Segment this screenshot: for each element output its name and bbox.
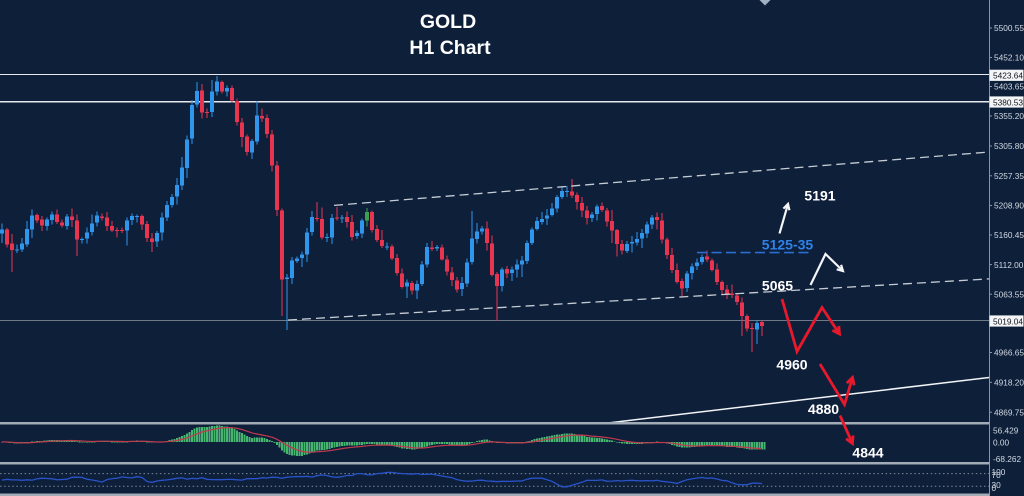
- svg-text:5403.65: 5403.65: [994, 82, 1024, 92]
- svg-text:5125-35: 5125-35: [762, 237, 814, 253]
- svg-text:4844: 4844: [852, 445, 883, 461]
- svg-text:5019.04: 5019.04: [993, 316, 1023, 326]
- svg-text:5208.90: 5208.90: [994, 201, 1024, 211]
- svg-text:5112.00: 5112.00: [994, 260, 1024, 270]
- svg-text:5257.35: 5257.35: [994, 171, 1024, 181]
- svg-text:4960: 4960: [776, 357, 807, 373]
- svg-text:5160.45: 5160.45: [994, 230, 1024, 240]
- svg-text:56.429: 56.429: [993, 425, 1019, 435]
- svg-text:-68.262: -68.262: [993, 454, 1022, 464]
- svg-text:5500.55: 5500.55: [994, 23, 1024, 33]
- svg-text:70: 70: [992, 470, 1002, 480]
- svg-text:5305.80: 5305.80: [994, 141, 1024, 151]
- svg-text:5355.20: 5355.20: [994, 111, 1024, 121]
- svg-text:GOLD: GOLD: [420, 11, 476, 33]
- svg-text:5191: 5191: [804, 188, 835, 204]
- svg-text:4880: 4880: [808, 401, 839, 417]
- svg-text:4966.65: 4966.65: [994, 348, 1024, 358]
- svg-text:4869.75: 4869.75: [994, 407, 1024, 417]
- svg-text:0.00: 0.00: [993, 438, 1010, 448]
- svg-text:H1 Chart: H1 Chart: [409, 37, 491, 59]
- svg-text:5423.64: 5423.64: [993, 71, 1023, 81]
- svg-text:4918.20: 4918.20: [994, 378, 1024, 388]
- svg-text:30: 30: [992, 480, 1002, 490]
- svg-text:100: 100: [992, 467, 1006, 477]
- svg-text:5063.55: 5063.55: [994, 289, 1024, 299]
- svg-text:5380.53: 5380.53: [993, 97, 1023, 107]
- svg-text:5452.10: 5452.10: [994, 53, 1024, 63]
- svg-text:5065: 5065: [762, 278, 793, 294]
- svg-text:0: 0: [992, 483, 997, 493]
